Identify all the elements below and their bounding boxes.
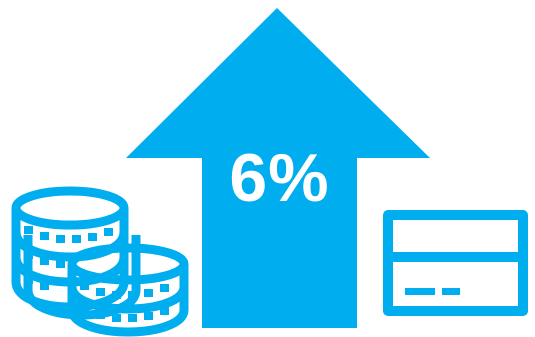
arrow-up-icon — [126, 8, 430, 328]
credit-card-icon — [383, 210, 528, 316]
coin-ridges — [24, 226, 169, 322]
percentage-label: 6% — [229, 140, 330, 216]
